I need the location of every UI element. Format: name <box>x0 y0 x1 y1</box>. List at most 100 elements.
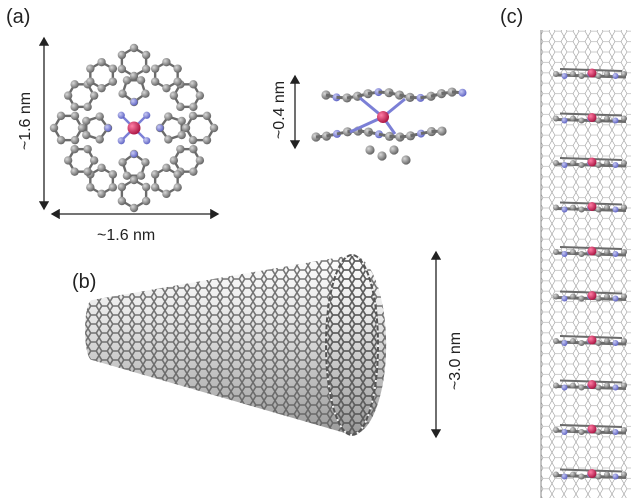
nitrogen-atom <box>612 206 619 213</box>
carbon-atom <box>553 160 559 166</box>
carbon-atom <box>49 123 59 133</box>
carbon-atom <box>570 338 576 344</box>
carbon-atom <box>86 64 95 73</box>
carbon-atom <box>570 382 576 389</box>
stacked-molecule <box>553 335 627 346</box>
carbon-atom <box>553 382 559 389</box>
carbon-atom <box>177 116 186 126</box>
nitrogen-atom <box>612 73 619 79</box>
carbon-atom <box>77 123 87 133</box>
carbon-atom <box>595 384 602 391</box>
carbon-atom <box>173 64 182 73</box>
carbon-atom <box>621 382 627 389</box>
carbon-atom <box>129 71 139 81</box>
nitrogen-atom <box>561 429 568 435</box>
nitrogen-atom <box>117 137 125 145</box>
carbon-atom <box>82 116 91 126</box>
metal-atom <box>587 68 597 78</box>
stacked-molecule <box>553 290 627 302</box>
carbon-atom <box>578 251 585 257</box>
carbon-atom <box>173 170 182 179</box>
carbon-atom <box>553 115 559 122</box>
panel-label-a: (a) <box>6 6 31 28</box>
carbon-atom <box>595 251 602 257</box>
stacked-molecule <box>553 424 627 435</box>
carbon-atom <box>553 427 559 433</box>
carbon-atom <box>141 182 151 192</box>
carbon-atom <box>553 471 559 478</box>
carbon-atom <box>83 102 92 112</box>
carbon-atom <box>365 145 375 155</box>
carbon-atom <box>621 249 627 255</box>
molecule-side-view <box>311 87 467 165</box>
carbon-atom <box>118 89 127 98</box>
carbon-atom <box>97 83 106 93</box>
carbon-atom <box>604 160 610 166</box>
carbon-atom <box>621 293 627 300</box>
carbon-atom <box>209 123 219 133</box>
carbon-atom <box>604 204 610 211</box>
carbon-atom <box>164 112 173 121</box>
metal-atom <box>587 424 597 434</box>
carbon-atom <box>70 135 80 145</box>
carbon-atom <box>202 135 212 145</box>
carbon-atom <box>162 57 171 67</box>
carbon-atom <box>189 167 198 176</box>
nitrogen-atom <box>104 124 112 132</box>
carbon-atom <box>141 196 151 206</box>
carbon-atom <box>595 340 602 346</box>
carbon-atom <box>86 77 95 86</box>
carbon-atom <box>63 91 73 100</box>
carbon-atom <box>189 144 198 154</box>
bond <box>349 115 384 134</box>
carbon-atom <box>578 206 585 213</box>
carbon-atom <box>595 117 602 124</box>
metal-atom <box>127 121 141 135</box>
carbon-atom <box>129 43 139 53</box>
metal-atom <box>587 113 597 122</box>
nitrogen-atom <box>143 137 151 145</box>
carbon-atom <box>176 144 185 154</box>
carbon-atom <box>70 111 80 121</box>
carbon-atom <box>621 115 627 122</box>
nitrogen-atom <box>612 429 619 435</box>
stacked-molecule <box>553 246 627 257</box>
nitrogen-atom <box>612 340 619 346</box>
nitrogen-atom <box>117 111 125 119</box>
carbon-atom <box>136 76 146 85</box>
nitrogen-atom <box>561 384 568 391</box>
carbon-atom <box>578 73 585 79</box>
carbon-atom <box>162 189 171 199</box>
carbon-atom <box>169 91 179 100</box>
carbon-atom <box>70 167 79 176</box>
carbon-atom <box>202 111 212 121</box>
molecule-top-view <box>49 43 219 213</box>
carbon-atom <box>595 429 602 435</box>
carbon-atom <box>129 175 139 185</box>
stacked-molecule <box>553 157 627 168</box>
nitrogen-atom <box>143 111 151 119</box>
carbon-atom <box>89 91 99 100</box>
carbon-atom <box>604 427 610 433</box>
nitrogen-atom <box>561 251 568 257</box>
metal-atom <box>587 202 597 211</box>
carbon-atom <box>621 160 627 166</box>
carbon-atom <box>108 183 118 192</box>
atom-group <box>49 43 219 213</box>
carbon-atom <box>97 57 106 67</box>
carbon-atom <box>176 102 185 112</box>
carbon-atom <box>70 80 79 89</box>
nitrogen-atom <box>130 150 138 158</box>
carbon-atom <box>553 293 559 300</box>
carbon-atom <box>437 126 447 136</box>
carbon-atom <box>117 64 127 74</box>
carbon-atom <box>188 135 198 145</box>
carbon-atom <box>177 130 186 140</box>
carbon-atom <box>553 71 559 77</box>
carbon-atom <box>570 204 576 211</box>
metal-atom <box>587 469 597 478</box>
carbon-atom <box>82 130 91 140</box>
carbon-atom <box>169 156 179 165</box>
carbon-atom <box>570 115 576 122</box>
